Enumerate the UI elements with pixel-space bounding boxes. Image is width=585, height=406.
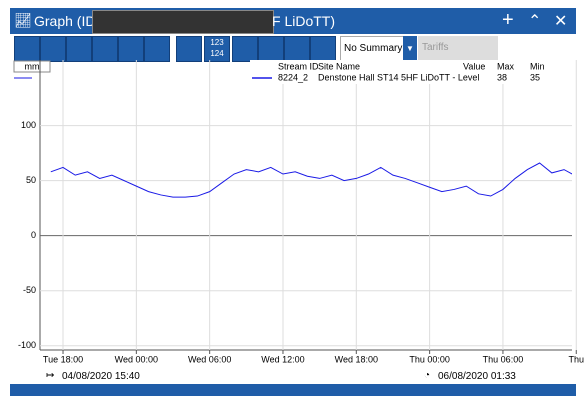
legend-header: Site Name (318, 61, 360, 71)
add-button[interactable]: + (502, 9, 514, 31)
legend-header: Value (463, 61, 485, 71)
icon-text: 123 (210, 38, 224, 47)
y-unit: mm (25, 61, 40, 71)
tool-button[interactable] (92, 36, 118, 62)
x-tick-label: Thu 06:00 (483, 354, 524, 364)
tool-button[interactable] (176, 36, 202, 62)
start-time: 04/08/2020 15:40 (62, 371, 140, 382)
y-tick-label: -50 (23, 285, 36, 295)
tariffs-input[interactable]: Tariffs (418, 36, 498, 60)
legend-box (250, 60, 572, 84)
legend-stream-id: 8224_2 (278, 72, 308, 82)
close-button[interactable]: ✕ (554, 13, 568, 30)
legend-header: Min (530, 61, 545, 71)
legend-header: Max (497, 61, 515, 71)
tool-button[interactable] (144, 36, 170, 62)
redaction (92, 10, 274, 34)
x-tick-label: Wed 18:00 (335, 354, 378, 364)
number-button[interactable]: 123 124 (204, 36, 230, 62)
collapse-button[interactable]: ⌃ (528, 13, 542, 30)
settings-button[interactable] (258, 36, 284, 62)
title-end: F LiDoTT) (272, 13, 335, 29)
legend-min: 35 (530, 72, 540, 82)
y-tick-label: 0 (31, 230, 36, 240)
data-line (50, 162, 572, 198)
x-tick-label: Thu (569, 354, 585, 364)
status-bar (10, 384, 576, 396)
dropdown-arrow[interactable]: ▼ (403, 36, 417, 62)
x-tick-label: Wed 00:00 (115, 354, 158, 364)
title-bar: 📈︎ Graph (ID: 8 F LiDoTT) + ⌃ ✕ (10, 8, 576, 34)
end-time: 06/08/2020 01:33 (438, 371, 516, 382)
tool-button[interactable] (40, 36, 66, 62)
summary-text: No Summary (344, 43, 403, 54)
graph-icon: 📈︎ (14, 12, 32, 28)
x-tick-label: Wed 06:00 (188, 354, 231, 364)
tool-button[interactable] (66, 36, 92, 62)
end-icon: ◔ (424, 370, 431, 381)
start-icon: ↦ (46, 370, 55, 381)
alarm-button[interactable] (284, 36, 310, 62)
y-tick-label: 100 (21, 120, 36, 130)
chart: mm -100 -50 0 50 100 Tue 18:00 Wed 00:00 Wed 06… (13, 60, 585, 364)
legend-header: Stream ID (278, 61, 319, 71)
y-tick-label: -100 (18, 340, 36, 350)
x-tick-label: Thu 00:00 (409, 354, 450, 364)
footer: ↦ 04/08/2020 15:40 ◔ 06/08/2020 01:33 (10, 370, 576, 384)
icon-text: 124 (210, 49, 224, 58)
print-button[interactable] (232, 36, 258, 62)
title-start: Graph (ID: 8 (34, 13, 112, 29)
unit-box (13, 60, 51, 73)
x-tick-label: Tue 18:00 (43, 354, 83, 364)
tariffs-text: Tariffs (422, 42, 449, 53)
legend-site: Denstone Hall ST14 5HF LiDoTT - Level (318, 72, 479, 82)
tool-button[interactable] (118, 36, 144, 62)
x-tick-label: Wed 12:00 (261, 354, 304, 364)
y-tick-label: 50 (26, 175, 36, 185)
legend-max: 38 (497, 72, 507, 82)
